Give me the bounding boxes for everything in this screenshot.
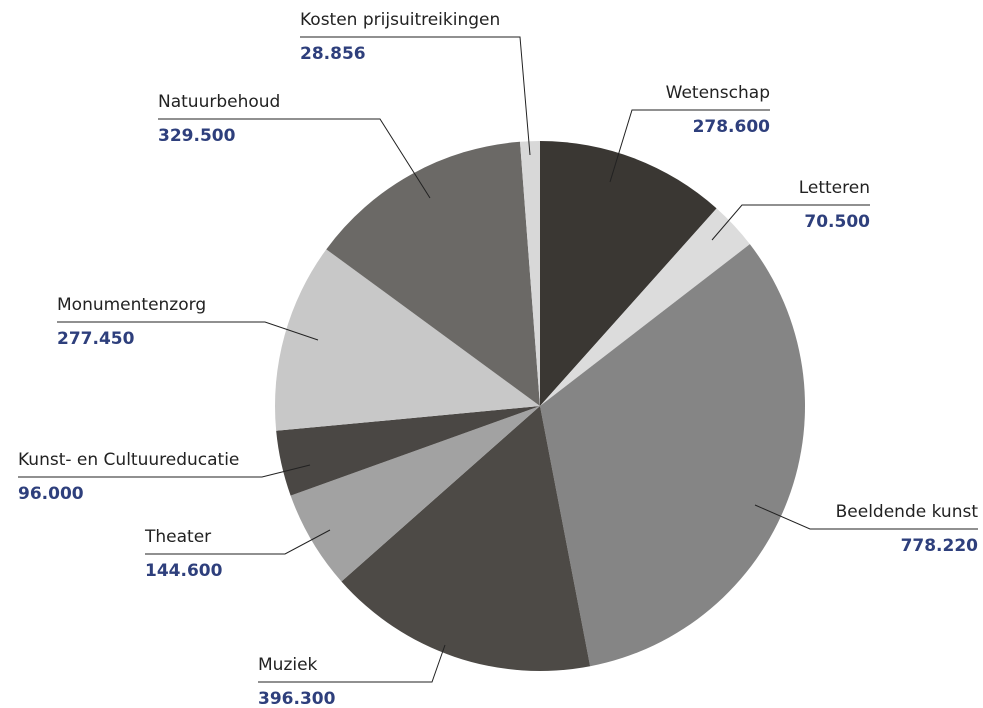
slice-label: Kosten prijsuitreikingen	[300, 10, 500, 30]
value-label: 396.300	[258, 689, 336, 708]
value-label: 278.600	[693, 117, 771, 137]
value-label: 144.600	[145, 561, 223, 581]
value-label: 277.450	[57, 329, 135, 349]
chart: Wetenschap 278.600 Letteren 70.500 Beeldende…	[0, 0, 983, 708]
value-label: 96.000	[18, 484, 84, 504]
slice-label: Beeldende kunst	[836, 502, 979, 522]
value-label: 28.856	[300, 44, 366, 64]
value-label: 778.220	[901, 536, 979, 556]
value-label: 70.500	[804, 212, 870, 232]
value-label: 329.500	[158, 126, 236, 146]
slice-label: Muziek	[258, 655, 318, 675]
slice-label: Natuurbehoud	[158, 92, 280, 112]
slice-label: Kunst- en Cultuureducatie	[18, 450, 239, 470]
slice-label: Wetenschap	[666, 83, 770, 103]
slice-label: Theater	[144, 527, 211, 547]
slice-label: Letteren	[799, 178, 870, 198]
slice-label: Monumentenzorg	[57, 295, 206, 315]
